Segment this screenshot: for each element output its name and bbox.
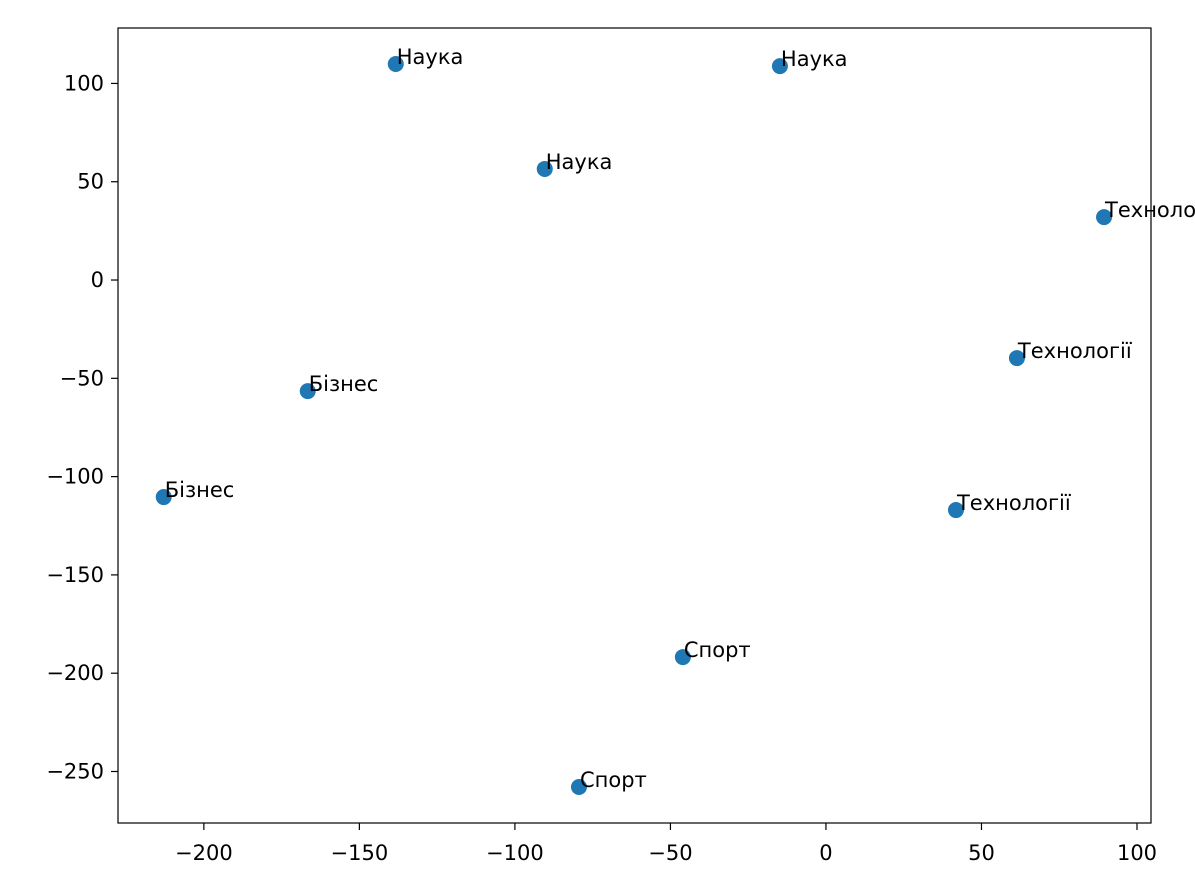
point [570,779,587,796]
y-tick-label: 100 [64,71,104,95]
x-tick-label: −150 [331,841,389,865]
x-tick-label: −100 [486,841,544,865]
point [1096,209,1113,226]
point-label: Технології [956,491,1071,515]
x-tick-label: 50 [968,841,995,865]
point [536,160,553,177]
point-label: Наука [781,47,848,71]
y-tick-label: −200 [46,661,104,685]
y-tick-label: 50 [77,170,104,194]
plot-frame [117,27,1152,824]
point-label: Технології [1104,198,1195,222]
point [387,55,404,72]
y-tick-label: −150 [46,563,104,587]
y-tick-label: −50 [60,366,104,390]
y-tick-label: −100 [46,465,104,489]
point [771,58,788,75]
point-label: Наука [546,150,613,174]
point [299,383,316,400]
point [947,502,964,519]
point-label: Спорт [580,768,647,792]
point-label: Бізнес [309,372,379,396]
point-label: Бізнес [165,478,235,502]
x-tick-label: −200 [175,841,233,865]
x-tick-label: 100 [1117,841,1157,865]
x-tick-label: −50 [648,841,692,865]
x-tick-label: 0 [819,841,832,865]
point-label: Технології [1017,339,1132,363]
y-tick-label: 0 [91,268,104,292]
point-label: Наука [397,45,464,69]
point-label: Спорт [684,638,751,662]
point [674,649,691,666]
y-tick-label: −250 [46,759,104,783]
point [1008,350,1025,367]
point [155,489,172,506]
